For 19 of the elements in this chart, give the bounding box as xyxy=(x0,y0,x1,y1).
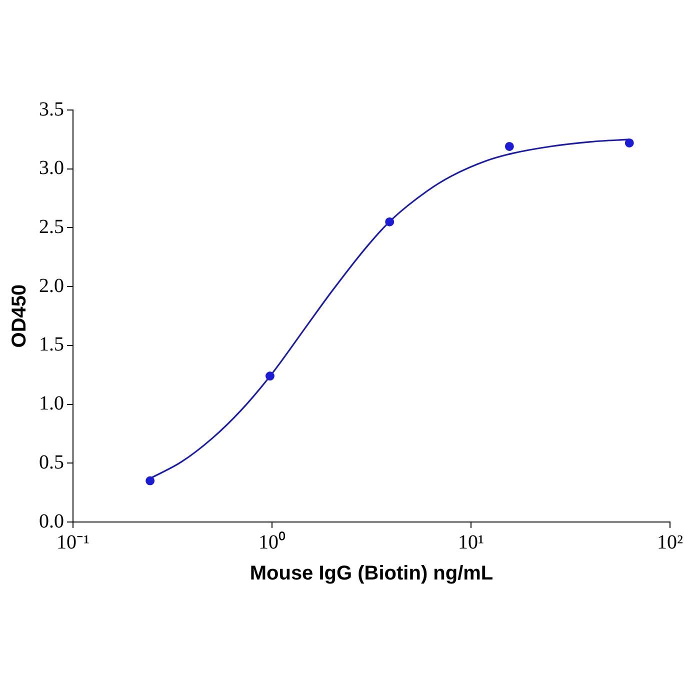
point xyxy=(265,372,274,381)
point xyxy=(504,142,514,151)
y-tick-label: 3.5 xyxy=(39,98,64,120)
y-tick-label: 0.5 xyxy=(39,451,64,474)
y-tick-label: 3.0 xyxy=(39,157,64,180)
y-tick-label: 0.0 xyxy=(39,510,64,532)
y-tick-label: 1.5 xyxy=(39,334,64,356)
y-axis-title: OD450 xyxy=(8,284,31,348)
y-tick-label: 1.0 xyxy=(39,392,64,415)
point xyxy=(146,476,155,486)
x-tick-label: 10² xyxy=(657,531,683,554)
point xyxy=(624,138,634,148)
x-tick-label: 10¹ xyxy=(458,531,484,554)
y-tick-label: 2.0 xyxy=(39,274,64,297)
point xyxy=(385,217,394,226)
y-tick-label: 2.5 xyxy=(39,216,64,238)
x-axis-title: Mouse IgG (Biotin) ng/mL xyxy=(250,562,494,585)
x-tick-label: 10⁰ xyxy=(258,530,286,554)
x-tick-label: 10⁻¹ xyxy=(56,531,90,554)
